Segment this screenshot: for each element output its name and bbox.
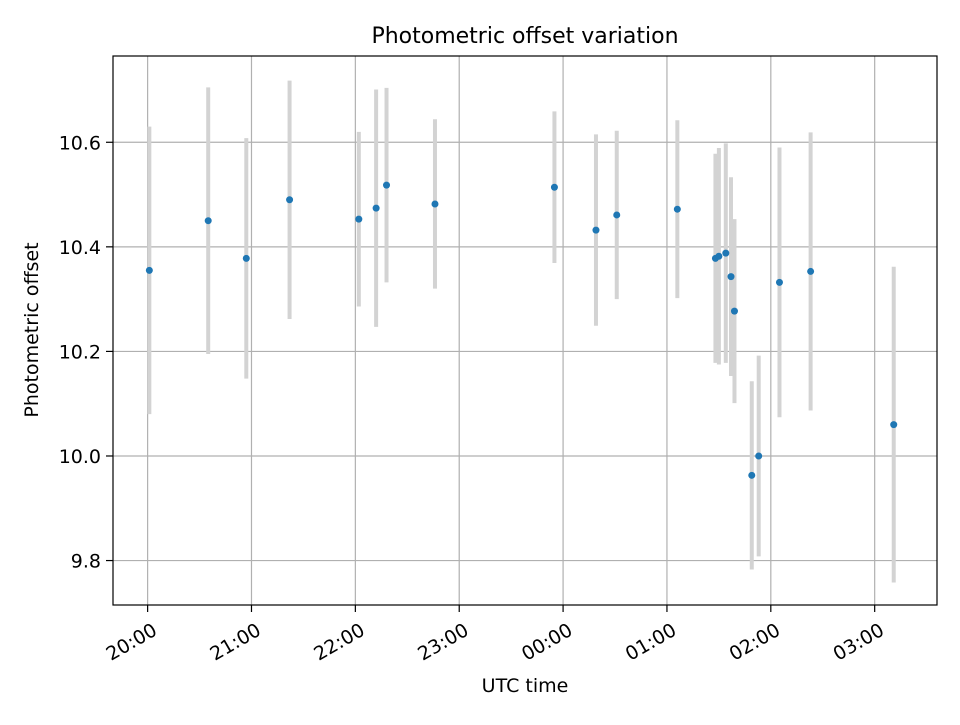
data-point [592,226,600,234]
y-axis-label: Photometric offset [21,242,43,417]
y-tick-label: 10.6 [59,132,101,154]
data-point [722,249,730,257]
y-tick-label: 10.4 [59,237,101,259]
data-point [890,421,898,429]
data-point [550,183,558,191]
x-axis-label: UTC time [482,675,569,697]
data-point [727,273,735,281]
data-point [748,471,756,479]
data-point [431,200,439,208]
data-point [286,196,294,204]
data-point [383,181,391,189]
y-axis-ticks: 9.8 10.0 10.2 10.4 10.6 [59,132,113,573]
data-point [242,254,250,262]
data-point [613,211,621,219]
data-point [775,278,783,286]
plot-data [145,80,898,583]
data-point [755,452,763,460]
y-tick-label: 9.8 [71,551,101,573]
chart-title: Photometric offset variation [371,24,678,49]
data-point [204,217,212,225]
grid [113,56,937,605]
y-tick-label: 10.0 [59,446,101,468]
plot-frame [112,55,938,606]
y-tick-label: 10.2 [59,341,101,363]
data-point [715,252,723,260]
data-point [355,215,363,223]
data-point [145,266,153,274]
data-point [673,205,681,213]
data-point [730,307,738,315]
data-point [372,204,380,212]
data-point [807,267,815,275]
